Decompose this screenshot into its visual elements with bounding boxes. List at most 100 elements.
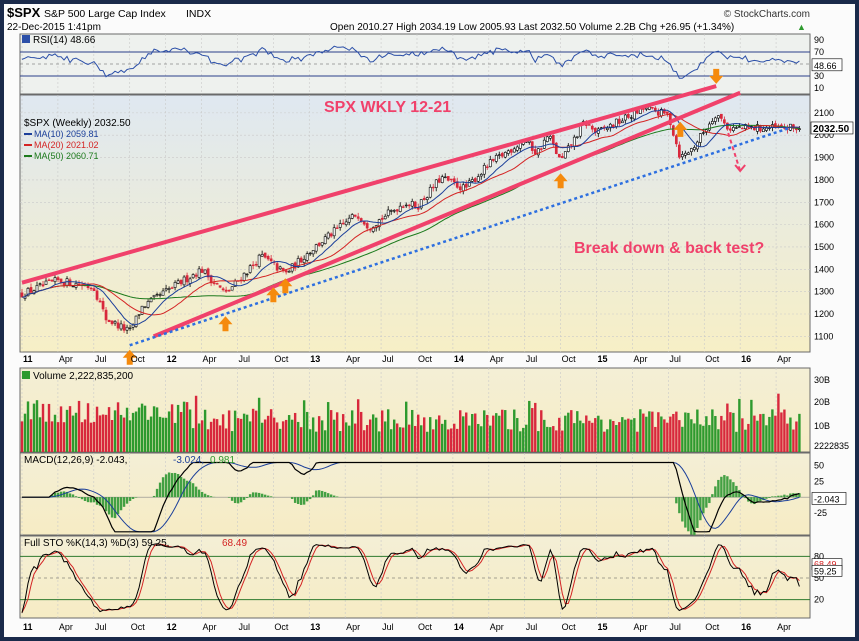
volume-bar <box>305 411 309 452</box>
volume-bar <box>600 419 603 452</box>
volume-bar <box>522 427 525 452</box>
candle-body <box>512 148 516 153</box>
volume-bar <box>537 431 540 452</box>
macd-hist-bar <box>311 495 315 498</box>
volume-bar <box>257 397 261 452</box>
candle-body <box>699 133 702 143</box>
candle-body <box>245 273 249 276</box>
y-tick-label: 1800 <box>814 175 834 185</box>
candle-body <box>720 113 723 119</box>
candle-body <box>689 148 693 153</box>
volume-bar <box>456 428 459 452</box>
volume-bar <box>239 418 243 452</box>
volume-bar <box>332 419 336 452</box>
candle-body <box>632 110 636 120</box>
volume-bar <box>759 414 762 452</box>
candle-body <box>503 152 507 158</box>
volume-bar <box>597 415 600 452</box>
volume-bar <box>290 419 294 452</box>
macd-hist-bar <box>242 497 246 500</box>
y-tick-label: 2100 <box>814 108 834 118</box>
macd-hist-bar <box>257 492 261 498</box>
volume-bar <box>573 423 576 452</box>
candle-body <box>674 135 678 145</box>
volume-bar <box>386 409 390 452</box>
candle-body <box>197 268 201 278</box>
macd-hist-bar <box>107 497 111 515</box>
volume-bar <box>389 429 393 452</box>
sto-last-value: 59.25 <box>814 566 837 576</box>
volume-bar <box>377 431 381 452</box>
volume-bar <box>359 411 363 452</box>
candle-body <box>686 152 690 155</box>
candle-body <box>257 254 261 267</box>
volume-bar <box>356 399 360 452</box>
macd-hist-bar <box>771 496 774 498</box>
candle-body <box>491 158 495 161</box>
candle-body <box>620 120 624 124</box>
candle-body <box>533 149 537 155</box>
macd-hist-bar <box>678 497 681 514</box>
volume-bar <box>296 421 300 452</box>
candle-body <box>47 279 51 281</box>
candle-body <box>137 314 141 316</box>
volume-bar <box>143 405 147 452</box>
candle-body <box>723 119 726 124</box>
volume-bar <box>585 415 588 452</box>
quote-line: Open 2010.27 High 2034.19 Low 2005.93 La… <box>330 22 734 33</box>
macd-hist-bar <box>305 497 309 502</box>
candle-body <box>338 223 342 228</box>
volume-bar <box>38 417 42 452</box>
candle-body <box>473 178 477 182</box>
candle-body <box>419 199 423 209</box>
candle-body <box>194 274 198 277</box>
candle-body <box>732 127 735 131</box>
x-tick-label-bottom: Jul <box>526 622 538 632</box>
candle-body <box>413 201 417 209</box>
volume-bar <box>170 404 174 452</box>
y-tick-label: 1700 <box>814 197 834 207</box>
volume-bar <box>317 416 321 452</box>
macd-last-value: -2.043 <box>814 494 840 504</box>
volume-bar <box>741 418 744 452</box>
volume-bar <box>302 400 306 452</box>
macd-hist-bar <box>254 492 258 498</box>
timestamp: 22-Dec-2015 1:41pm <box>7 22 101 33</box>
candle-body <box>251 264 255 267</box>
candle-body <box>299 257 303 263</box>
volume-bar <box>278 428 282 452</box>
x-tick-label: Jul <box>382 354 394 364</box>
ma50-line <box>21 124 800 300</box>
rsi-tick-label: 70 <box>814 47 824 57</box>
macd-hist-bar <box>62 491 66 498</box>
candle-body <box>452 178 456 183</box>
macd-hist-bar <box>119 497 123 511</box>
macd-hist-bar <box>290 497 294 499</box>
volume-bar <box>71 415 75 452</box>
candle-body <box>434 179 438 188</box>
volume-bar <box>513 409 516 452</box>
candle-body <box>614 118 618 127</box>
x-tick-label-bottom: Apr <box>633 622 647 632</box>
volume-bar <box>350 410 354 452</box>
candle-body <box>780 124 783 127</box>
volume-bar <box>570 410 573 452</box>
volume-bar <box>639 409 642 452</box>
volume-bar <box>116 402 120 452</box>
volume-bar <box>167 411 171 452</box>
volume-bar <box>501 409 504 452</box>
volume-bar <box>771 409 774 452</box>
x-tick-label-bottom: Apr <box>203 622 217 632</box>
candle-body <box>95 290 99 300</box>
candle-body <box>59 278 63 283</box>
volume-bar <box>260 422 264 452</box>
volume-bar <box>651 411 654 452</box>
macd-hist-bar <box>732 482 735 498</box>
macd-hist-bar <box>741 494 744 498</box>
volume-bar <box>308 429 312 452</box>
macd-hist-bar <box>260 493 264 498</box>
volume-bar <box>609 419 612 452</box>
volume-bar <box>603 431 606 452</box>
volume-bar <box>417 414 420 452</box>
